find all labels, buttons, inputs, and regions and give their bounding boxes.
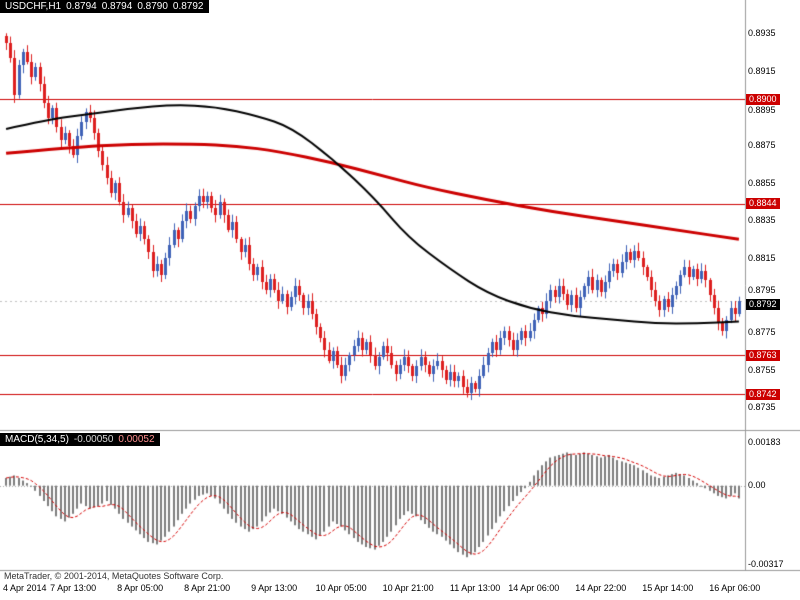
indicator-axis-label: 0.00183 xyxy=(748,437,781,448)
time-axis-label: 14 Apr 06:00 xyxy=(508,583,560,593)
macd-value: -0.00050 xyxy=(73,434,114,445)
time-axis-label: 7 Apr 13:00 xyxy=(50,583,97,593)
time-axis-label: 11 Apr 13:00 xyxy=(449,583,501,593)
time-axis-label: 8 Apr 05:00 xyxy=(117,583,164,593)
price-axis-label: 0.8875 xyxy=(748,140,776,151)
time-axis-label: 15 Apr 14:00 xyxy=(642,583,694,593)
indicator-scale[interactable]: 0.00183 0.00 -0.00317 xyxy=(746,0,800,600)
price-axis-label: 0.8815 xyxy=(748,252,776,263)
price-scale[interactable]: 0.8935 0.8915 0.8900 0.8895 0.8875 0.8855 0.88… xyxy=(746,0,800,600)
price-axis-label: 0.8935 xyxy=(748,28,776,39)
time-axis-label: 14 Apr 22:00 xyxy=(575,583,627,593)
price-axis-label: 0.8735 xyxy=(748,402,776,413)
macd-signal-value: 0.00052 xyxy=(118,434,155,445)
indicator-axis-label: -0.00317 xyxy=(748,559,784,570)
close-value: 0.8792 xyxy=(172,1,204,12)
time-scale[interactable]: 4 Apr 2014 7 Apr 13:00 8 Apr 05:00 8 Apr 21… xyxy=(0,583,800,598)
price-axis-label: 0.8895 xyxy=(748,104,776,115)
time-axis-label: 10 Apr 21:00 xyxy=(382,583,434,593)
time-axis-label: 16 Apr 06:00 xyxy=(709,583,761,593)
macd-indicator-label: MACD(5,34,5) -0.00050 0.00052 xyxy=(0,433,160,446)
price-axis-label: 0.8855 xyxy=(748,177,776,188)
price-axis-label: 0.8915 xyxy=(748,65,776,76)
price-level-badge: 0.8844 xyxy=(746,198,780,210)
price-level-badge: 0.8900 xyxy=(746,93,780,105)
price-level-badge: 0.8742 xyxy=(746,388,780,400)
price-axis-label: 0.8835 xyxy=(748,215,776,226)
macd-name: MACD(5,34,5) xyxy=(5,434,69,445)
time-axis-label: 10 Apr 05:00 xyxy=(315,583,367,593)
time-axis-label: 4 Apr 2014 xyxy=(3,583,47,593)
current-price-badge: 0.8792 xyxy=(746,298,780,310)
chart-ohlc-title: USDCHF,H1 0.8794 0.8794 0.8790 0.8792 xyxy=(0,0,209,13)
price-level-badge: 0.8763 xyxy=(746,349,780,361)
copyright-text: MetaTrader, © 2001-2014, MetaQuotes Soft… xyxy=(4,571,224,581)
price-axis-label: 0.8755 xyxy=(748,364,776,375)
time-axis-label: 8 Apr 21:00 xyxy=(184,583,231,593)
indicator-axis-label: 0.00 xyxy=(748,480,766,491)
symbol-period-label: USDCHF,H1 xyxy=(5,1,62,12)
time-axis-label: 9 Apr 13:00 xyxy=(251,583,298,593)
price-axis-label: 0.8775 xyxy=(748,327,776,338)
low-value: 0.8790 xyxy=(137,1,168,12)
high-value: 0.8794 xyxy=(101,1,133,12)
open-value: 0.8794 xyxy=(66,1,97,12)
price-axis-label: 0.8795 xyxy=(748,284,776,295)
